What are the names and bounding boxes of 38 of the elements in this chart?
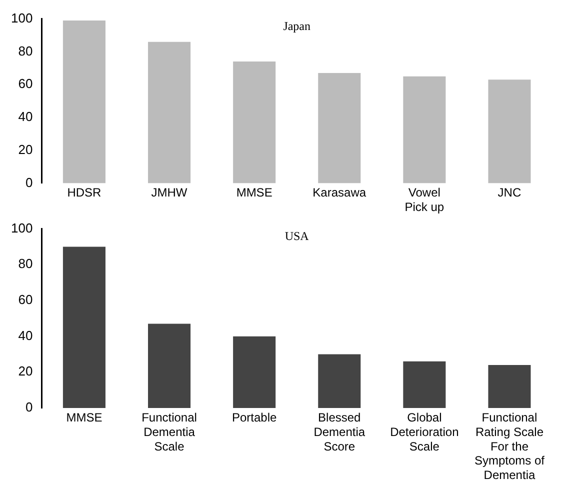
y-tick-label: 80 bbox=[18, 43, 33, 58]
x-tick-label: JNC bbox=[498, 186, 522, 200]
y-tick-label: 100 bbox=[10, 220, 33, 236]
bar bbox=[318, 73, 361, 184]
bar bbox=[233, 62, 276, 184]
x-tick-label: Global Deterioration Scale bbox=[390, 410, 459, 454]
x-tick-label: Functional Dementia Scale bbox=[142, 410, 197, 454]
bar bbox=[488, 364, 531, 408]
bar bbox=[233, 336, 276, 408]
y-tick-label: 100 bbox=[10, 10, 33, 26]
y-tick-label: 80 bbox=[18, 256, 33, 272]
bar bbox=[148, 42, 191, 184]
chart-title: Japan bbox=[283, 18, 311, 33]
y-tick-label: 20 bbox=[18, 364, 33, 379]
x-tick-label: Karasawa bbox=[312, 186, 366, 200]
y-tick-label: 40 bbox=[18, 109, 33, 124]
y-tick-label: 0 bbox=[25, 400, 33, 415]
bar bbox=[488, 80, 531, 184]
x-tick-label: MMSE bbox=[66, 410, 102, 425]
y-tick-label: 60 bbox=[18, 76, 33, 92]
y-tick-label: 60 bbox=[18, 292, 33, 308]
bar bbox=[62, 246, 106, 408]
y-tick-label: 20 bbox=[18, 142, 33, 157]
bar bbox=[403, 361, 446, 408]
bar bbox=[403, 76, 446, 184]
chart-title: USA bbox=[284, 228, 310, 243]
x-tick-label: Blessed Dementia Score bbox=[314, 410, 366, 454]
x-tick-label: JMHW bbox=[151, 186, 188, 200]
bar bbox=[318, 354, 361, 408]
bar bbox=[148, 324, 191, 408]
bar bbox=[62, 20, 106, 184]
y-tick-label: 0 bbox=[25, 174, 33, 190]
x-tick-label: MMSE bbox=[236, 186, 272, 200]
x-tick-label: Vowel Pick up bbox=[404, 186, 444, 214]
x-tick-label: Functional Rating Scale For the Symptoms of Dementia bbox=[474, 410, 546, 482]
y-tick-label: 40 bbox=[18, 328, 33, 343]
x-tick-label: Portable bbox=[232, 410, 277, 425]
x-tick-label: HDSR bbox=[67, 186, 102, 200]
